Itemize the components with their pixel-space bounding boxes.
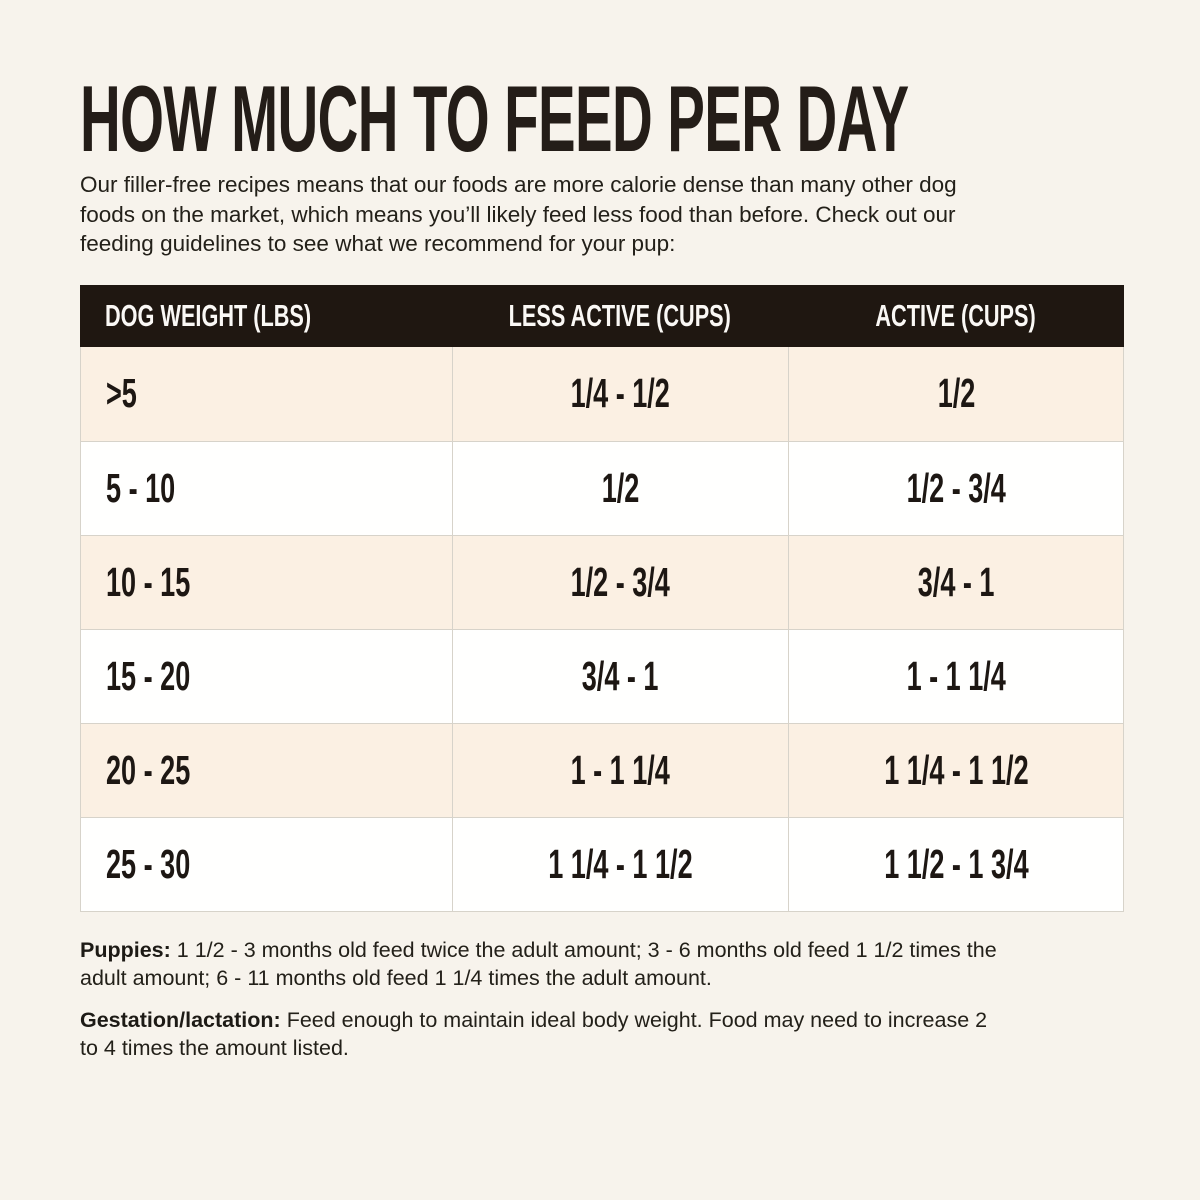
cell-active: 1 1/2 - 1 3/4 (883, 840, 1029, 887)
cell-weight: 20 - 25 (81, 723, 453, 817)
cell-less-active: 1/2 - 3/4 (453, 535, 789, 629)
column-header-active: ACTIVE (CUPS) (875, 297, 1037, 333)
feeding-table: DOG WEIGHT (LBS) LESS ACTIVE (CUPS) ACTI… (80, 284, 1124, 912)
cell-active: 1/2 (937, 370, 975, 416)
table-row: 15 - 20 3/4 - 1 1 - 1 1/4 (81, 628, 1123, 723)
page-title: HOW MUCH TO FEED PER DAY (80, 66, 909, 171)
puppies-note: Puppies: 1 1/2 - 3 months old feed twice… (80, 936, 1090, 992)
gestation-note: Gestation/lactation: Feed enough to main… (80, 1006, 1090, 1062)
gestation-note-text: Feed enough to maintain ideal body weigh… (80, 1007, 988, 1060)
cell-active: 3/4 - 1 (917, 558, 995, 605)
table-row: 10 - 15 1/2 - 3/4 3/4 - 1 (81, 534, 1123, 629)
puppies-note-text: 1 1/2 - 3 months old feed twice the adul… (80, 937, 997, 990)
gestation-note-label: Gestation/lactation: (80, 1007, 281, 1032)
cell-weight: >5 (81, 346, 453, 441)
cell-weight: 15 - 20 (81, 629, 453, 723)
cell-weight: 5 - 10 (81, 441, 453, 535)
cell-less-active: 1/4 - 1/2 (453, 346, 789, 441)
puppies-note-label: Puppies: (80, 937, 171, 962)
table-row: 5 - 10 1/2 1/2 - 3/4 (81, 440, 1123, 535)
cell-active: 1/2 - 3/4 (906, 464, 1006, 511)
column-header-dog-weight: DOG WEIGHT (LBS) (105, 297, 312, 333)
cell-less-active: 1 - 1 1/4 (453, 723, 789, 817)
cell-less-active: 1/2 (453, 441, 789, 535)
column-header-less-active: LESS ACTIVE (CUPS) (508, 297, 732, 333)
table-row: >5 1/4 - 1/2 1/2 (81, 346, 1123, 441)
table-body: >5 1/4 - 1/2 1/2 5 - 10 1/2 1/2 - 3/4 10… (80, 346, 1124, 912)
cell-active: 1 - 1 1/4 (906, 652, 1006, 699)
cell-weight: 10 - 15 (81, 535, 453, 629)
cell-active: 1 1/4 - 1 1/2 (883, 746, 1029, 793)
table-row: 20 - 25 1 - 1 1/4 1 1/4 - 1 1/2 (81, 722, 1123, 817)
table-header-row: DOG WEIGHT (LBS) LESS ACTIVE (CUPS) ACTI… (80, 284, 1124, 347)
intro-paragraph: Our filler-free recipes means that our f… (80, 172, 957, 256)
table-row: 25 - 30 1 1/4 - 1 1/2 1 1/2 - 1 3/4 (81, 816, 1123, 911)
cell-less-active: 3/4 - 1 (453, 629, 789, 723)
cell-less-active: 1 1/4 - 1 1/2 (453, 817, 789, 911)
cell-weight: 25 - 30 (81, 817, 453, 911)
